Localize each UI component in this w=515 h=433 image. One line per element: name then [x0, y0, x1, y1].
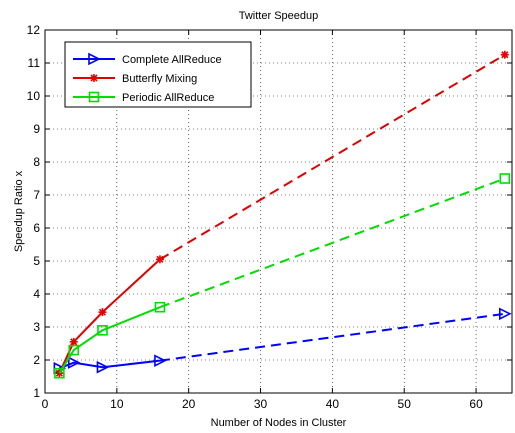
- y-tick-label: 2: [33, 353, 40, 367]
- legend-label: Butterfly Mixing: [122, 73, 197, 85]
- y-axis-title: Speedup Ratio x: [13, 170, 25, 252]
- x-tick-label: 20: [182, 397, 196, 411]
- series-line-solid: [58, 258, 161, 374]
- data-point: [69, 337, 78, 346]
- series-line-solid: [58, 306, 161, 374]
- data-point: [500, 50, 509, 59]
- series-layer: [53, 50, 512, 379]
- series-line-solid: [59, 359, 161, 370]
- data-point: [154, 301, 166, 313]
- series-line-dashed: [159, 177, 506, 309]
- y-tick-label: 11: [28, 56, 41, 70]
- y-tick-label: 3: [33, 320, 40, 334]
- x-tick-label: 30: [254, 397, 268, 411]
- y-tick-label: 4: [33, 287, 40, 301]
- data-point: [98, 308, 107, 317]
- legend: Complete AllReduce Butterfly Mixing Period…: [64, 41, 252, 108]
- legend-marker: [90, 74, 98, 82]
- x-tick-label: 50: [398, 397, 412, 411]
- y-tick-label: 12: [27, 23, 41, 37]
- data-point: [54, 367, 65, 379]
- data-point: [499, 307, 512, 321]
- legend-item: Butterfly Mixing: [73, 73, 197, 85]
- data-point: [154, 354, 167, 367]
- legend-marker: [88, 91, 100, 103]
- data-point: [499, 173, 511, 184]
- data-point: [96, 360, 110, 374]
- x-axis-title: Number of Nodes in Cluster: [211, 417, 347, 429]
- y-tick-label: 1: [33, 386, 40, 400]
- y-tick-label: 9: [33, 122, 40, 136]
- x-tick-label: 10: [110, 397, 124, 411]
- legend-item: Periodic AllReduce: [73, 91, 214, 104]
- plot-frame: [44, 29, 513, 394]
- y-tick-label: 7: [33, 188, 40, 202]
- data-point: [97, 324, 108, 336]
- x-tick-label: 0: [42, 397, 49, 411]
- legend-marker: [88, 52, 101, 66]
- series-2: [54, 173, 511, 379]
- series-line-dashed: [159, 312, 505, 362]
- series-line-dashed: [159, 53, 506, 261]
- x-tick-label: 60: [469, 397, 483, 411]
- legend-label: Complete AllReduce: [122, 54, 222, 66]
- series-0: [53, 307, 512, 375]
- y-tick-label: 6: [33, 221, 40, 235]
- y-tick-label: 5: [33, 254, 40, 268]
- legend-label: Periodic AllReduce: [122, 92, 214, 104]
- y-tick-label: 10: [27, 89, 41, 103]
- data-point: [68, 344, 80, 356]
- y-tick-label: 8: [33, 155, 40, 169]
- data-point: [67, 356, 81, 369]
- data-point: [155, 255, 164, 264]
- x-tick-label: 40: [326, 397, 340, 411]
- legend-item: Complete AllReduce: [73, 52, 222, 66]
- chart-title: Twitter Speedup: [239, 10, 319, 22]
